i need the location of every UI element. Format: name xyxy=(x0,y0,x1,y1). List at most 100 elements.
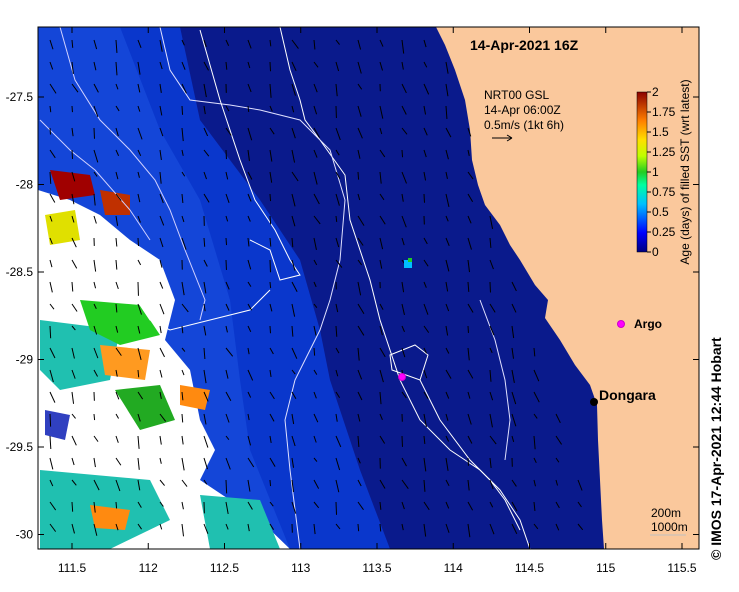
current-vector xyxy=(357,61,362,74)
current-vector xyxy=(291,501,297,514)
current-vector xyxy=(159,435,162,445)
colorbar-tick-label: 0.75 xyxy=(652,185,676,199)
current-vector xyxy=(291,39,299,49)
current-vector xyxy=(291,105,295,113)
current-vector xyxy=(445,413,449,421)
current-vector xyxy=(137,149,142,157)
current-vector xyxy=(247,501,253,510)
current-vector xyxy=(181,61,186,70)
current-vector xyxy=(511,303,517,313)
current-vector xyxy=(445,171,448,179)
current-vector xyxy=(445,149,449,160)
current-vector xyxy=(511,369,515,383)
current-vector xyxy=(181,303,189,313)
map-timestamp: 14-Apr-2021 16Z xyxy=(470,37,579,53)
current-vector xyxy=(467,523,471,538)
current-vector xyxy=(49,325,52,339)
current-vector xyxy=(423,457,427,472)
current-vector xyxy=(511,435,515,443)
current-vector xyxy=(159,171,162,184)
current-vector xyxy=(379,479,386,489)
current-vector xyxy=(357,83,363,90)
current-vector xyxy=(335,259,343,268)
current-vector xyxy=(401,61,404,70)
current-vector xyxy=(445,61,449,74)
current-vector xyxy=(203,457,208,470)
current-vector xyxy=(247,193,252,202)
current-vector xyxy=(115,171,119,180)
current-vector xyxy=(181,523,185,537)
current-legend-line1: NRT00 GSL xyxy=(484,88,549,102)
current-vector xyxy=(71,61,74,75)
current-vectors xyxy=(49,39,584,538)
current-vector xyxy=(313,237,317,250)
current-vector xyxy=(203,149,210,157)
land-australia xyxy=(436,27,699,549)
sst-age-patch-teal xyxy=(200,495,280,549)
current-vector xyxy=(49,237,53,245)
current-vector xyxy=(445,281,449,292)
current-vector xyxy=(247,413,250,421)
current-vector xyxy=(137,391,144,400)
current-vector xyxy=(555,435,563,445)
current-vector xyxy=(467,171,474,180)
current-vector xyxy=(137,215,141,223)
current-vector xyxy=(313,523,316,535)
current-vector xyxy=(71,127,74,137)
current-vector xyxy=(71,501,74,512)
current-vector xyxy=(225,435,230,440)
current-vector xyxy=(445,303,450,312)
current-vector xyxy=(401,215,407,228)
current-vector xyxy=(291,171,299,182)
current-vector xyxy=(115,413,120,419)
current-vector xyxy=(445,105,448,119)
current-vector xyxy=(115,523,119,531)
current-vector xyxy=(71,325,76,331)
current-vector xyxy=(203,171,207,180)
current-vector xyxy=(225,281,230,290)
current-vector xyxy=(313,83,318,93)
current-vector xyxy=(533,479,536,487)
current-vector xyxy=(71,215,75,223)
current-vector xyxy=(357,127,363,139)
current-vector xyxy=(247,391,252,398)
current-vector xyxy=(291,281,298,292)
current-vector xyxy=(269,215,272,225)
current-vector xyxy=(159,523,163,530)
current-vector xyxy=(291,259,296,271)
current-vector xyxy=(93,215,97,224)
lon-tick-label: 115 xyxy=(596,561,615,575)
current-vector xyxy=(115,127,119,137)
current-vector xyxy=(335,61,340,72)
current-vector xyxy=(203,479,208,485)
sst-age-patch-orange xyxy=(90,505,130,530)
current-vector xyxy=(291,369,296,375)
current-vector xyxy=(313,127,320,138)
current-vector xyxy=(291,193,296,207)
current-vector xyxy=(181,325,184,334)
current-vector xyxy=(379,325,383,336)
current-vector xyxy=(71,435,77,446)
current-vector xyxy=(159,193,164,204)
current-vector xyxy=(313,479,320,489)
current-vector xyxy=(93,39,98,50)
sst-age-patch-red xyxy=(50,170,95,200)
current-vector xyxy=(423,237,428,245)
current-vector xyxy=(489,369,492,382)
current-vector xyxy=(225,237,228,246)
current-vector xyxy=(247,303,253,311)
current-vector xyxy=(159,83,162,93)
current-vector xyxy=(49,435,52,450)
current-vector xyxy=(357,479,362,487)
current-vector xyxy=(247,83,252,93)
contour-deep xyxy=(39,119,151,241)
current-vector xyxy=(225,501,229,514)
current-vector xyxy=(181,193,184,204)
current-vector xyxy=(203,281,207,294)
current-vector xyxy=(247,347,250,355)
current-vector xyxy=(291,215,296,227)
current-vector xyxy=(203,391,209,402)
current-vector xyxy=(137,171,140,178)
current-vector xyxy=(181,105,184,115)
current-vector xyxy=(159,105,163,116)
